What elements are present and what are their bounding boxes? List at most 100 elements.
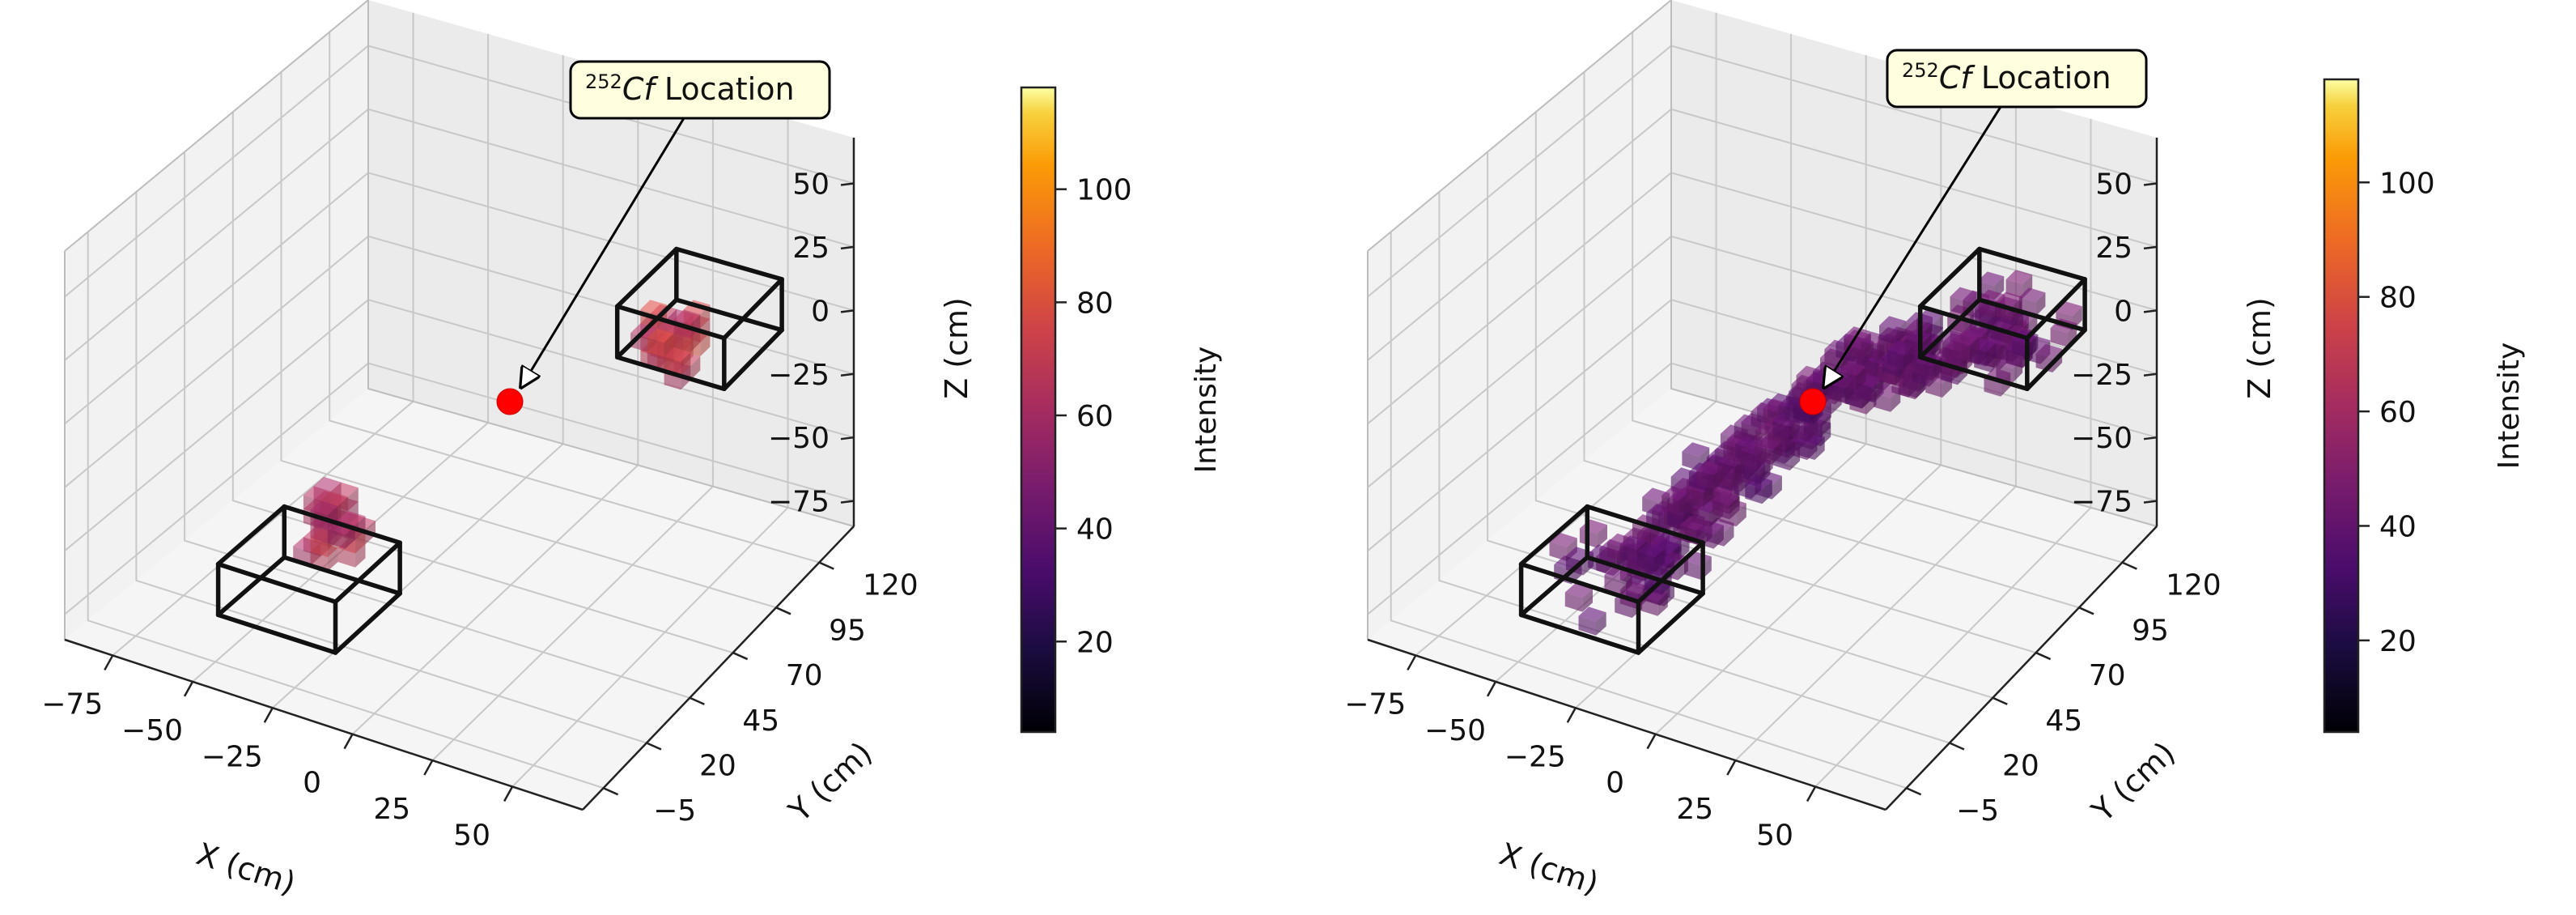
voxel — [1637, 543, 1666, 558]
y-tick — [1949, 742, 1965, 751]
z-tick-label: −50 — [2071, 422, 2133, 455]
z-tick — [2143, 309, 2158, 313]
voxel — [1755, 445, 1772, 465]
voxel — [327, 529, 346, 549]
voxel — [327, 547, 338, 572]
voxel — [2011, 339, 2029, 359]
detector-near-edge — [1636, 591, 1705, 655]
voxel — [1856, 382, 1873, 402]
voxel — [1814, 436, 1825, 460]
voxel — [1797, 440, 1815, 460]
z-tick-label: −75 — [768, 486, 830, 519]
voxel — [337, 547, 355, 568]
y-gridline — [329, 32, 820, 564]
detector-far-edge — [2025, 277, 2087, 341]
voxel — [1950, 296, 1967, 316]
colorbar-tick-label: 60 — [1076, 400, 1114, 433]
detector-near-edge — [1518, 555, 1590, 618]
detector-near-edge — [1518, 561, 1641, 605]
x-tick — [104, 654, 114, 671]
voxel — [673, 309, 701, 325]
voxel — [1686, 487, 1704, 508]
voxel — [330, 482, 359, 497]
y-tick — [1906, 787, 1922, 796]
x-tick — [1486, 681, 1497, 697]
voxel — [1970, 336, 1980, 360]
voxel — [354, 516, 366, 540]
voxel — [1905, 338, 1922, 358]
colorbar-tick-label: 40 — [1076, 513, 1114, 547]
voxel — [664, 347, 691, 362]
voxel — [1696, 470, 1714, 490]
floor-pane — [1368, 389, 2157, 810]
y-tick — [603, 787, 619, 796]
x-tick-label: −50 — [1424, 714, 1486, 747]
y-tick-label: 120 — [863, 569, 919, 602]
z-tick-label: 50 — [792, 168, 830, 201]
colorbar-tick-label: 60 — [2379, 396, 2417, 429]
voxel — [1996, 364, 2014, 383]
voxel — [647, 338, 664, 357]
x-tick — [1566, 707, 1577, 723]
y-gridline — [231, 112, 733, 654]
voxel — [2005, 270, 2033, 285]
voxel — [690, 314, 701, 338]
annotation-superscript: 252 — [585, 70, 622, 93]
colorbar-label: Intensity — [1190, 347, 1223, 474]
colorbar — [2323, 78, 2360, 734]
x-tick-label: −25 — [1504, 740, 1566, 773]
detector-far-edge — [1917, 304, 2030, 341]
voxel — [1839, 361, 1866, 377]
y-gridline — [1583, 71, 2080, 609]
detector-far-edge — [614, 355, 727, 392]
voxel — [1713, 525, 1724, 549]
y-tick — [2121, 561, 2137, 570]
left-pane — [1368, 0, 1671, 640]
voxel — [1846, 345, 1864, 365]
voxel — [1619, 535, 1648, 551]
voxel — [1895, 321, 1906, 345]
colorbar-tick-label: 80 — [2379, 282, 2417, 315]
y-tick — [2035, 651, 2052, 661]
left-pane — [65, 0, 368, 640]
x-tick-label: −75 — [41, 687, 103, 721]
voxel — [345, 526, 355, 549]
detector-near-edge — [215, 555, 287, 618]
detector-far-edge — [614, 297, 679, 360]
detector-far-edge — [674, 297, 784, 333]
detector-far-edge — [1917, 297, 1982, 360]
y-tick-label: 70 — [786, 659, 823, 692]
voxel — [1582, 589, 1593, 612]
x-tick-label: 50 — [453, 819, 490, 852]
x-tick — [1806, 785, 1817, 802]
x-axis-label: X (cm) — [192, 836, 299, 901]
detector-near-edge — [215, 561, 338, 605]
voxel — [1925, 378, 1942, 398]
z-tick — [2143, 500, 2158, 504]
x-tick-label: −75 — [1344, 687, 1406, 721]
z-tick — [2143, 245, 2158, 250]
z-tick-label: −75 — [2071, 486, 2133, 519]
x-tick — [343, 734, 354, 750]
z-axis-label: Z (cm) — [2242, 297, 2277, 399]
z-tick-label: −25 — [768, 359, 830, 392]
voxel — [2028, 334, 2039, 359]
y-gridline — [1534, 112, 2036, 654]
detector-near-edge — [333, 540, 402, 605]
annotation-arrow — [1824, 106, 2002, 387]
voxel — [1879, 326, 1896, 345]
pane-edge — [1367, 0, 1672, 252]
voxel — [1712, 500, 1730, 520]
y-gridline — [1632, 32, 2123, 564]
voxel — [310, 538, 328, 558]
voxel — [1856, 367, 1866, 390]
y-gridline — [1438, 191, 1950, 744]
y-tick-label: 45 — [742, 704, 779, 738]
detector-near-edge — [282, 504, 402, 545]
y-gridline — [1487, 151, 1993, 699]
z-tick-label: −25 — [2071, 359, 2133, 392]
voxel — [1986, 343, 1997, 367]
detector-far-edge — [674, 246, 784, 282]
voxel — [1578, 615, 1596, 636]
voxel — [690, 328, 701, 352]
